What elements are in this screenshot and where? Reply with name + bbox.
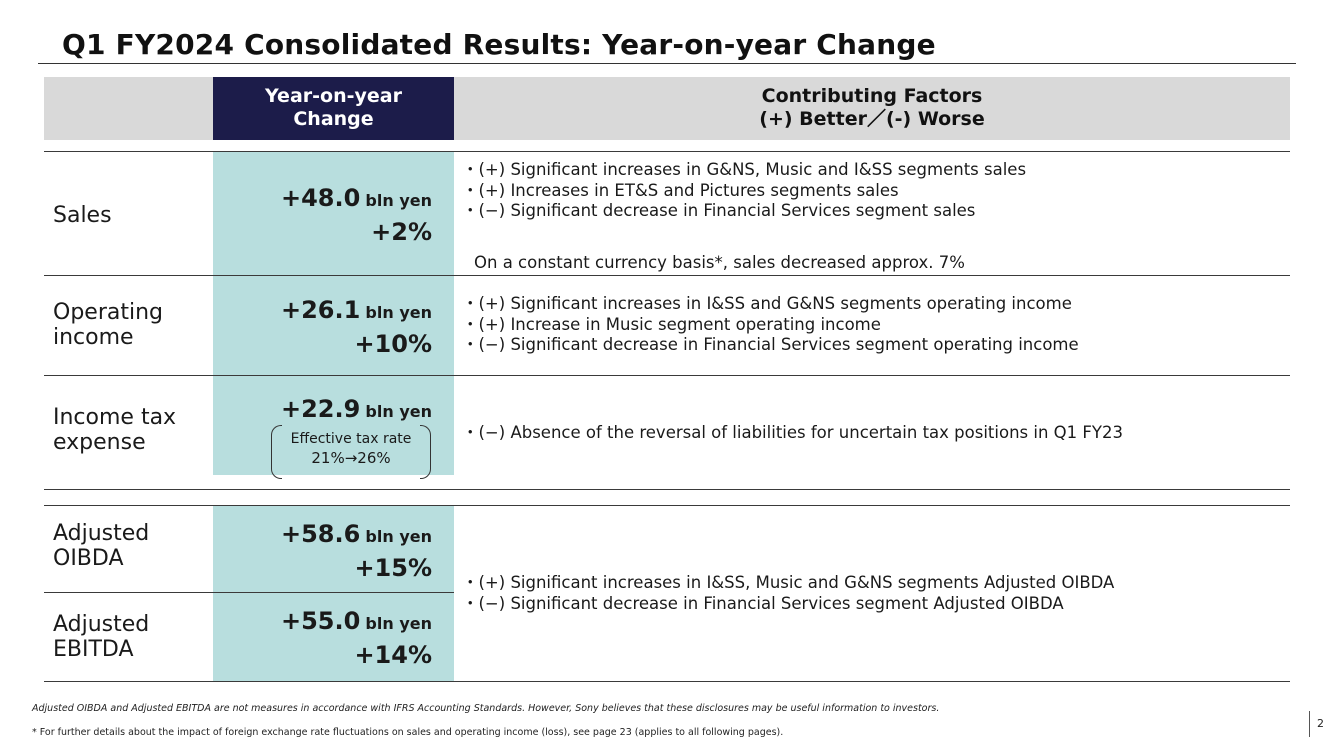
income-tax-label-line1: Income tax [53, 405, 177, 430]
effective-tax-rate-value: 21%→26% [311, 449, 391, 467]
sales-factor-3: ・(−) Significant decrease in Financial S… [462, 201, 976, 220]
title-divider [38, 63, 1296, 64]
effective-tax-rate-box: Effective tax rate 21%→26% [271, 425, 431, 479]
page-title: Q1 FY2024 Consolidated Results: Year-on-… [62, 28, 936, 61]
adjusted-oibda-amount: +58.6 [281, 520, 361, 548]
page-number: 2 [1317, 717, 1324, 730]
page-number-divider [1309, 711, 1310, 737]
oibda-label-line1: Adjusted [53, 521, 150, 546]
bracket-right [420, 425, 431, 479]
adjusted-ebitda-unit: bln yen [365, 614, 432, 633]
adjusted-factor-1: ・(+) Significant increases in I&SS, Musi… [462, 573, 1115, 592]
row-divider [44, 489, 1290, 490]
income-tax-factor-1: ・(−) Absence of the reversal of liabilit… [462, 423, 1123, 442]
sales-factors: ・(+) Significant increases in G&NS, Musi… [462, 160, 1026, 222]
income-tax-amount: +22.9 [281, 395, 361, 423]
row-divider [44, 375, 1290, 376]
operating-factor-3: ・(−) Significant decrease in Financial S… [462, 335, 1079, 354]
row-label-operating-income: Operating income [53, 300, 163, 350]
header-yoy-line2: Change [293, 108, 374, 130]
income-tax-value: +22.9 bln yen [213, 395, 454, 425]
operating-label-line1: Operating [53, 300, 163, 325]
ebitda-label-line2: EBITDA [53, 637, 134, 662]
adjusted-oibda-value: +58.6 bln yen +15% [213, 520, 454, 590]
oibda-label-line2: OIBDA [53, 546, 124, 571]
row-label-adjusted-ebitda: Adjusted EBITDA [53, 612, 149, 662]
footnote-fx: * For further details about the impact o… [32, 727, 784, 738]
sales-currency-note: On a constant currency basis*, sales dec… [474, 253, 965, 272]
row-divider [44, 151, 1290, 152]
row-divider-partial [44, 592, 454, 593]
income-tax-label-line2: expense [53, 430, 146, 455]
header-factors-line2: (+) Better／(-) Worse [759, 108, 985, 130]
sales-value: +48.0 bln yen +2% [213, 184, 454, 254]
operating-income-amount: +26.1 [281, 296, 361, 324]
adjusted-ebitda-value: +55.0 bln yen +14% [213, 607, 454, 677]
income-tax-factors: ・(−) Absence of the reversal of liabilit… [462, 423, 1123, 444]
operating-income-value: +26.1 bln yen +10% [213, 296, 454, 366]
value-column-bg-bottom [213, 506, 454, 681]
adjusted-oibda-percent: +15% [354, 554, 432, 582]
adjusted-factors: ・(+) Significant increases in I&SS, Musi… [462, 573, 1114, 614]
operating-factor-2: ・(+) Increase in Music segment operating… [462, 314, 881, 334]
header-factors-line1: Contributing Factors [761, 85, 983, 107]
header-contributing-factors: Contributing Factors (+) Better／(-) Wors… [454, 77, 1290, 140]
operating-income-unit: bln yen [365, 303, 432, 322]
row-label-adjusted-oibda: Adjusted OIBDA [53, 521, 149, 571]
operating-factor-1: ・(+) Significant increases in I&SS and G… [462, 294, 1072, 313]
income-tax-unit: bln yen [365, 402, 432, 421]
operating-income-factors: ・(+) Significant increases in I&SS and G… [462, 294, 1079, 356]
row-label-income-tax: Income tax expense [53, 405, 176, 455]
adjusted-factor-2: ・(−) Significant decrease in Financial S… [462, 593, 1064, 613]
header-yoy-change: Year-on-year Change [213, 77, 454, 140]
adjusted-ebitda-amount: +55.0 [281, 607, 361, 635]
adjusted-oibda-unit: bln yen [365, 527, 432, 546]
row-divider [44, 275, 1290, 276]
effective-tax-rate-label: Effective tax rate [290, 431, 412, 447]
header-blank-cell [44, 77, 213, 140]
operating-label-line2: income [53, 325, 134, 350]
sales-unit: bln yen [365, 191, 432, 210]
operating-income-percent: +10% [354, 330, 432, 358]
sales-percent: +2% [371, 218, 432, 246]
adjusted-ebitda-percent: +14% [354, 641, 432, 669]
row-label-sales: Sales [53, 203, 112, 228]
ebitda-label-line1: Adjusted [53, 612, 150, 637]
sales-factor-1: ・(+) Significant increases in G&NS, Musi… [462, 160, 1027, 179]
value-column-bg-top [213, 152, 454, 475]
header-yoy-line1: Year-on-year [265, 85, 402, 107]
footnote-disclaimer: Adjusted OIBDA and Adjusted EBITDA are n… [32, 703, 940, 714]
sales-amount: +48.0 [281, 184, 361, 212]
row-divider [44, 505, 1290, 506]
sales-factor-2: ・(+) Increases in ET&S and Pictures segm… [462, 180, 899, 200]
table-bottom-rule [44, 681, 1290, 682]
